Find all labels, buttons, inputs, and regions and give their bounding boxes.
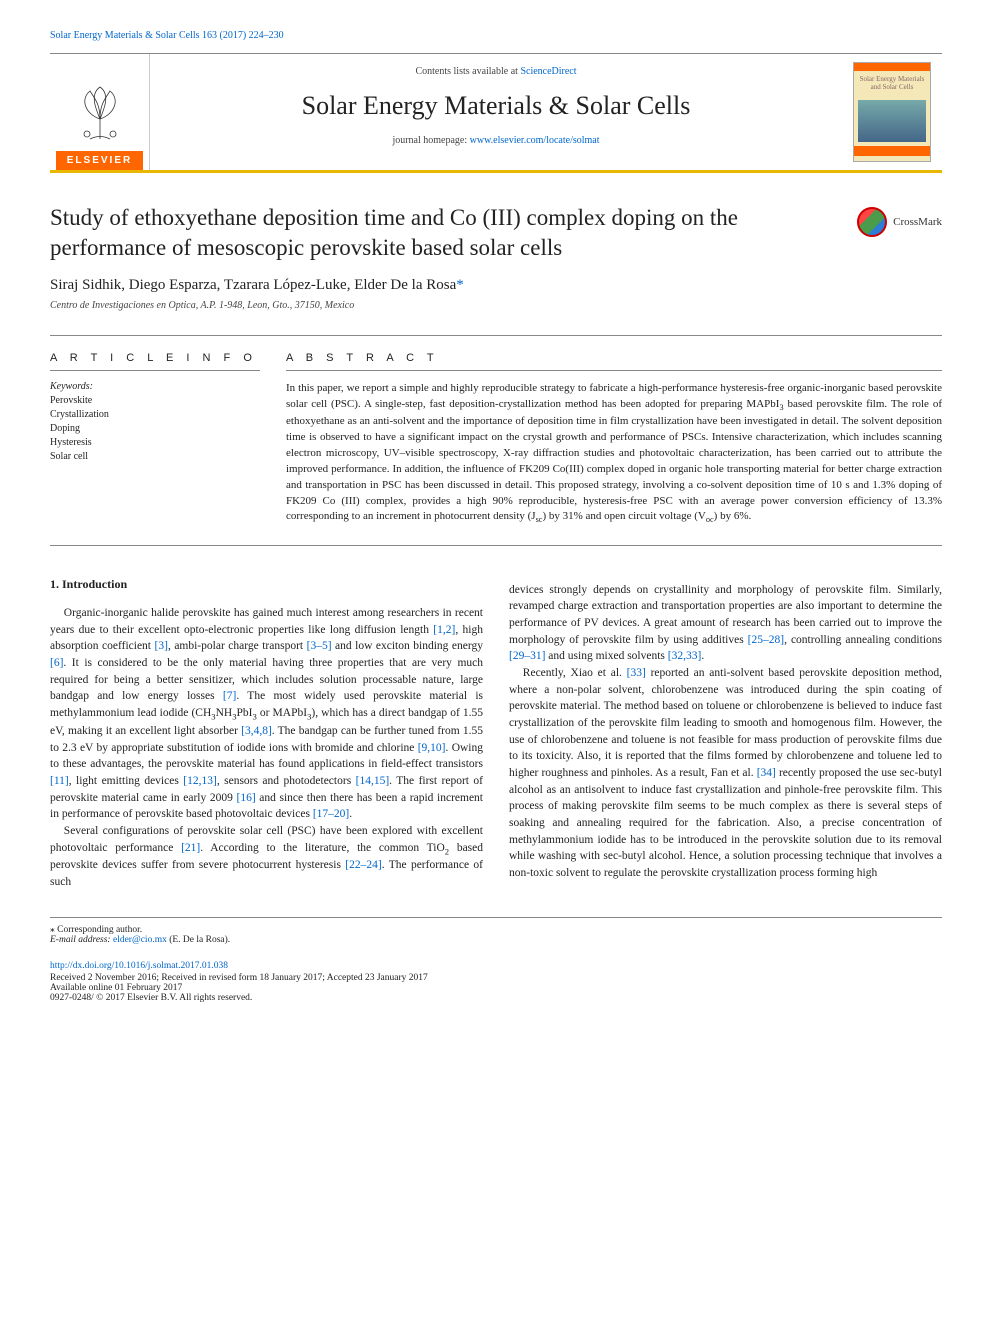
masthead-center: Contents lists available at ScienceDirec… <box>150 54 842 170</box>
issn-copyright: 0927-0248/ © 2017 Elsevier B.V. All righ… <box>50 993 942 1003</box>
reference-link[interactable]: [25–28] <box>748 634 784 646</box>
body-column-right: devices strongly depends on crystallinit… <box>509 576 942 891</box>
cover-image-icon <box>858 100 926 142</box>
article-info-column: A R T I C L E I N F O Keywords: Perovski… <box>50 352 260 527</box>
reference-link[interactable]: [1,2] <box>433 624 455 636</box>
corresponding-author-marker[interactable]: * <box>456 277 464 293</box>
keyword-item: Perovskite <box>50 394 260 408</box>
crossmark-label: CrossMark <box>893 216 942 228</box>
body-column-left: 1. Introduction Organic-inorganic halide… <box>50 576 483 891</box>
reference-link[interactable]: [9,10] <box>418 742 446 754</box>
reference-link[interactable]: [14,15] <box>356 775 390 787</box>
authors-line: Siraj Sidhik, Diego Esparza, Tzarara Lóp… <box>50 277 942 294</box>
reference-link[interactable]: [11] <box>50 775 69 787</box>
email-attribution: (E. De la Rosa). <box>167 935 230 945</box>
title-row: Study of ethoxyethane deposition time an… <box>50 203 942 263</box>
body-paragraph: Organic-inorganic halide perovskite has … <box>50 605 483 823</box>
reference-link[interactable]: [34] <box>757 767 776 779</box>
article-info-heading: A R T I C L E I N F O <box>50 352 260 371</box>
reference-link[interactable]: [12,13] <box>183 775 217 787</box>
masthead: ELSEVIER Contents lists available at Sci… <box>50 53 942 173</box>
crossmark-badge[interactable]: CrossMark <box>857 207 942 237</box>
keywords-label: Keywords: <box>50 381 260 392</box>
contents-available-line: Contents lists available at ScienceDirec… <box>160 66 832 77</box>
keyword-item: Crystallization <box>50 408 260 422</box>
reference-link[interactable]: [7] <box>223 690 236 702</box>
article-title: Study of ethoxyethane deposition time an… <box>50 203 837 263</box>
elsevier-wordmark: ELSEVIER <box>56 151 143 170</box>
reference-link[interactable]: [21] <box>181 842 200 854</box>
journal-homepage-line: journal homepage: www.elsevier.com/locat… <box>160 135 832 146</box>
cover-bottom-band <box>854 146 930 156</box>
abstract-text: In this paper, we report a simple and hi… <box>286 381 942 527</box>
journal-cover-thumbnail: Solar Energy Materials and Solar Cells <box>853 62 931 162</box>
contents-prefix: Contents lists available at <box>415 66 520 77</box>
email-line: E-mail address: elder@cio.mx (E. De la R… <box>50 935 942 945</box>
doi-block: http://dx.doi.org/10.1016/j.solmat.2017.… <box>50 955 942 1003</box>
doi-link[interactable]: http://dx.doi.org/10.1016/j.solmat.2017.… <box>50 961 228 971</box>
available-online: Available online 01 February 2017 <box>50 983 942 993</box>
reference-link[interactable]: [17–20] <box>313 808 349 820</box>
sciencedirect-link[interactable]: ScienceDirect <box>520 66 576 77</box>
info-abstract-row: A R T I C L E I N F O Keywords: Perovski… <box>50 335 942 546</box>
keyword-item: Solar cell <box>50 450 260 464</box>
journal-cover-block: Solar Energy Materials and Solar Cells <box>842 54 942 170</box>
affiliation: Centro de Investigaciones en Optica, A.P… <box>50 300 942 311</box>
reference-link[interactable]: [29–31] <box>509 650 545 662</box>
body-paragraph: Several configurations of perovskite sol… <box>50 823 483 891</box>
corresponding-author-note: ⁎ Corresponding author. <box>50 924 942 935</box>
citation-link[interactable]: Solar Energy Materials & Solar Cells 163… <box>50 30 284 41</box>
reference-link[interactable]: [6] <box>50 657 63 669</box>
reference-link[interactable]: [3] <box>155 640 168 652</box>
abstract-column: A B S T R A C T In this paper, we report… <box>286 352 942 527</box>
journal-name: Solar Energy Materials & Solar Cells <box>160 91 832 121</box>
body-paragraph: Recently, Xiao et al. [33] reported an a… <box>509 665 942 882</box>
reference-link[interactable]: [22–24] <box>345 859 381 871</box>
reference-link[interactable]: [33] <box>627 667 646 679</box>
authors-text: Siraj Sidhik, Diego Esparza, Tzarara Lóp… <box>50 277 456 293</box>
reference-link[interactable]: [3,4,8] <box>241 725 272 737</box>
reference-link[interactable]: [16] <box>236 792 255 804</box>
body-paragraph: devices strongly depends on crystallinit… <box>509 582 942 665</box>
keyword-item: Hysteresis <box>50 436 260 450</box>
received-dates: Received 2 November 2016; Received in re… <box>50 973 942 983</box>
footnotes-block: ⁎ Corresponding author. E-mail address: … <box>50 917 942 1003</box>
email-label: E-mail address: <box>50 935 113 945</box>
body-columns: 1. Introduction Organic-inorganic halide… <box>50 576 942 891</box>
elsevier-tree-icon <box>65 79 135 149</box>
reference-link[interactable]: [32,33] <box>668 650 702 662</box>
cover-top-band <box>854 63 930 71</box>
abstract-heading: A B S T R A C T <box>286 352 942 371</box>
cover-title: Solar Energy Materials and Solar Cells <box>854 71 930 96</box>
keyword-item: Doping <box>50 422 260 436</box>
crossmark-icon <box>857 207 887 237</box>
reference-link[interactable]: [3–5] <box>307 640 332 652</box>
journal-homepage-link[interactable]: www.elsevier.com/locate/solmat <box>470 135 600 146</box>
keywords-list: PerovskiteCrystallizationDopingHysteresi… <box>50 394 260 464</box>
homepage-prefix: journal homepage: <box>392 135 469 146</box>
section-heading-introduction: 1. Introduction <box>50 576 483 593</box>
email-link[interactable]: elder@cio.mx <box>113 935 167 945</box>
publisher-block: ELSEVIER <box>50 54 150 170</box>
running-head-citation: Solar Energy Materials & Solar Cells 163… <box>50 30 942 41</box>
